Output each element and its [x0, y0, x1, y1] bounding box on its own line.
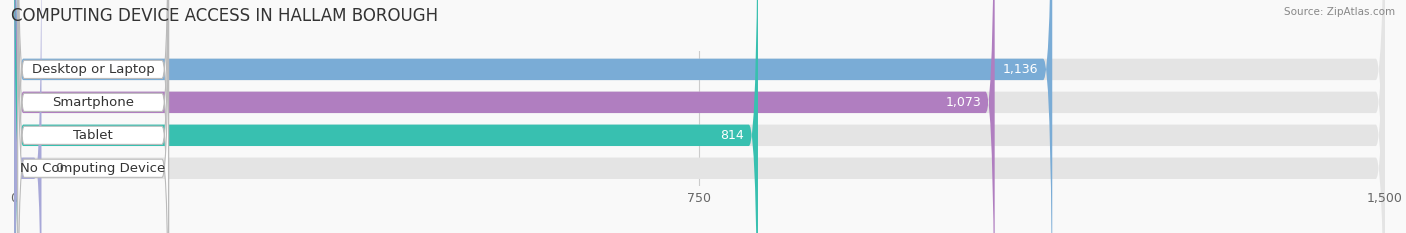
FancyBboxPatch shape: [18, 0, 169, 233]
Text: 1,136: 1,136: [1002, 63, 1039, 76]
FancyBboxPatch shape: [14, 0, 1385, 233]
FancyBboxPatch shape: [14, 0, 994, 233]
Text: 814: 814: [720, 129, 744, 142]
Text: Desktop or Laptop: Desktop or Laptop: [32, 63, 155, 76]
FancyBboxPatch shape: [14, 0, 1385, 233]
FancyBboxPatch shape: [18, 0, 169, 233]
Text: Source: ZipAtlas.com: Source: ZipAtlas.com: [1284, 7, 1395, 17]
FancyBboxPatch shape: [14, 0, 1385, 233]
FancyBboxPatch shape: [14, 0, 1385, 233]
FancyBboxPatch shape: [14, 0, 42, 233]
FancyBboxPatch shape: [14, 0, 758, 233]
FancyBboxPatch shape: [14, 0, 1052, 233]
FancyBboxPatch shape: [18, 0, 169, 233]
Text: COMPUTING DEVICE ACCESS IN HALLAM BOROUGH: COMPUTING DEVICE ACCESS IN HALLAM BOROUG…: [11, 7, 439, 25]
FancyBboxPatch shape: [18, 0, 169, 233]
Text: 1,073: 1,073: [945, 96, 981, 109]
Text: No Computing Device: No Computing Device: [21, 162, 166, 175]
Text: 0: 0: [55, 162, 63, 175]
Text: Tablet: Tablet: [73, 129, 112, 142]
Text: Smartphone: Smartphone: [52, 96, 134, 109]
